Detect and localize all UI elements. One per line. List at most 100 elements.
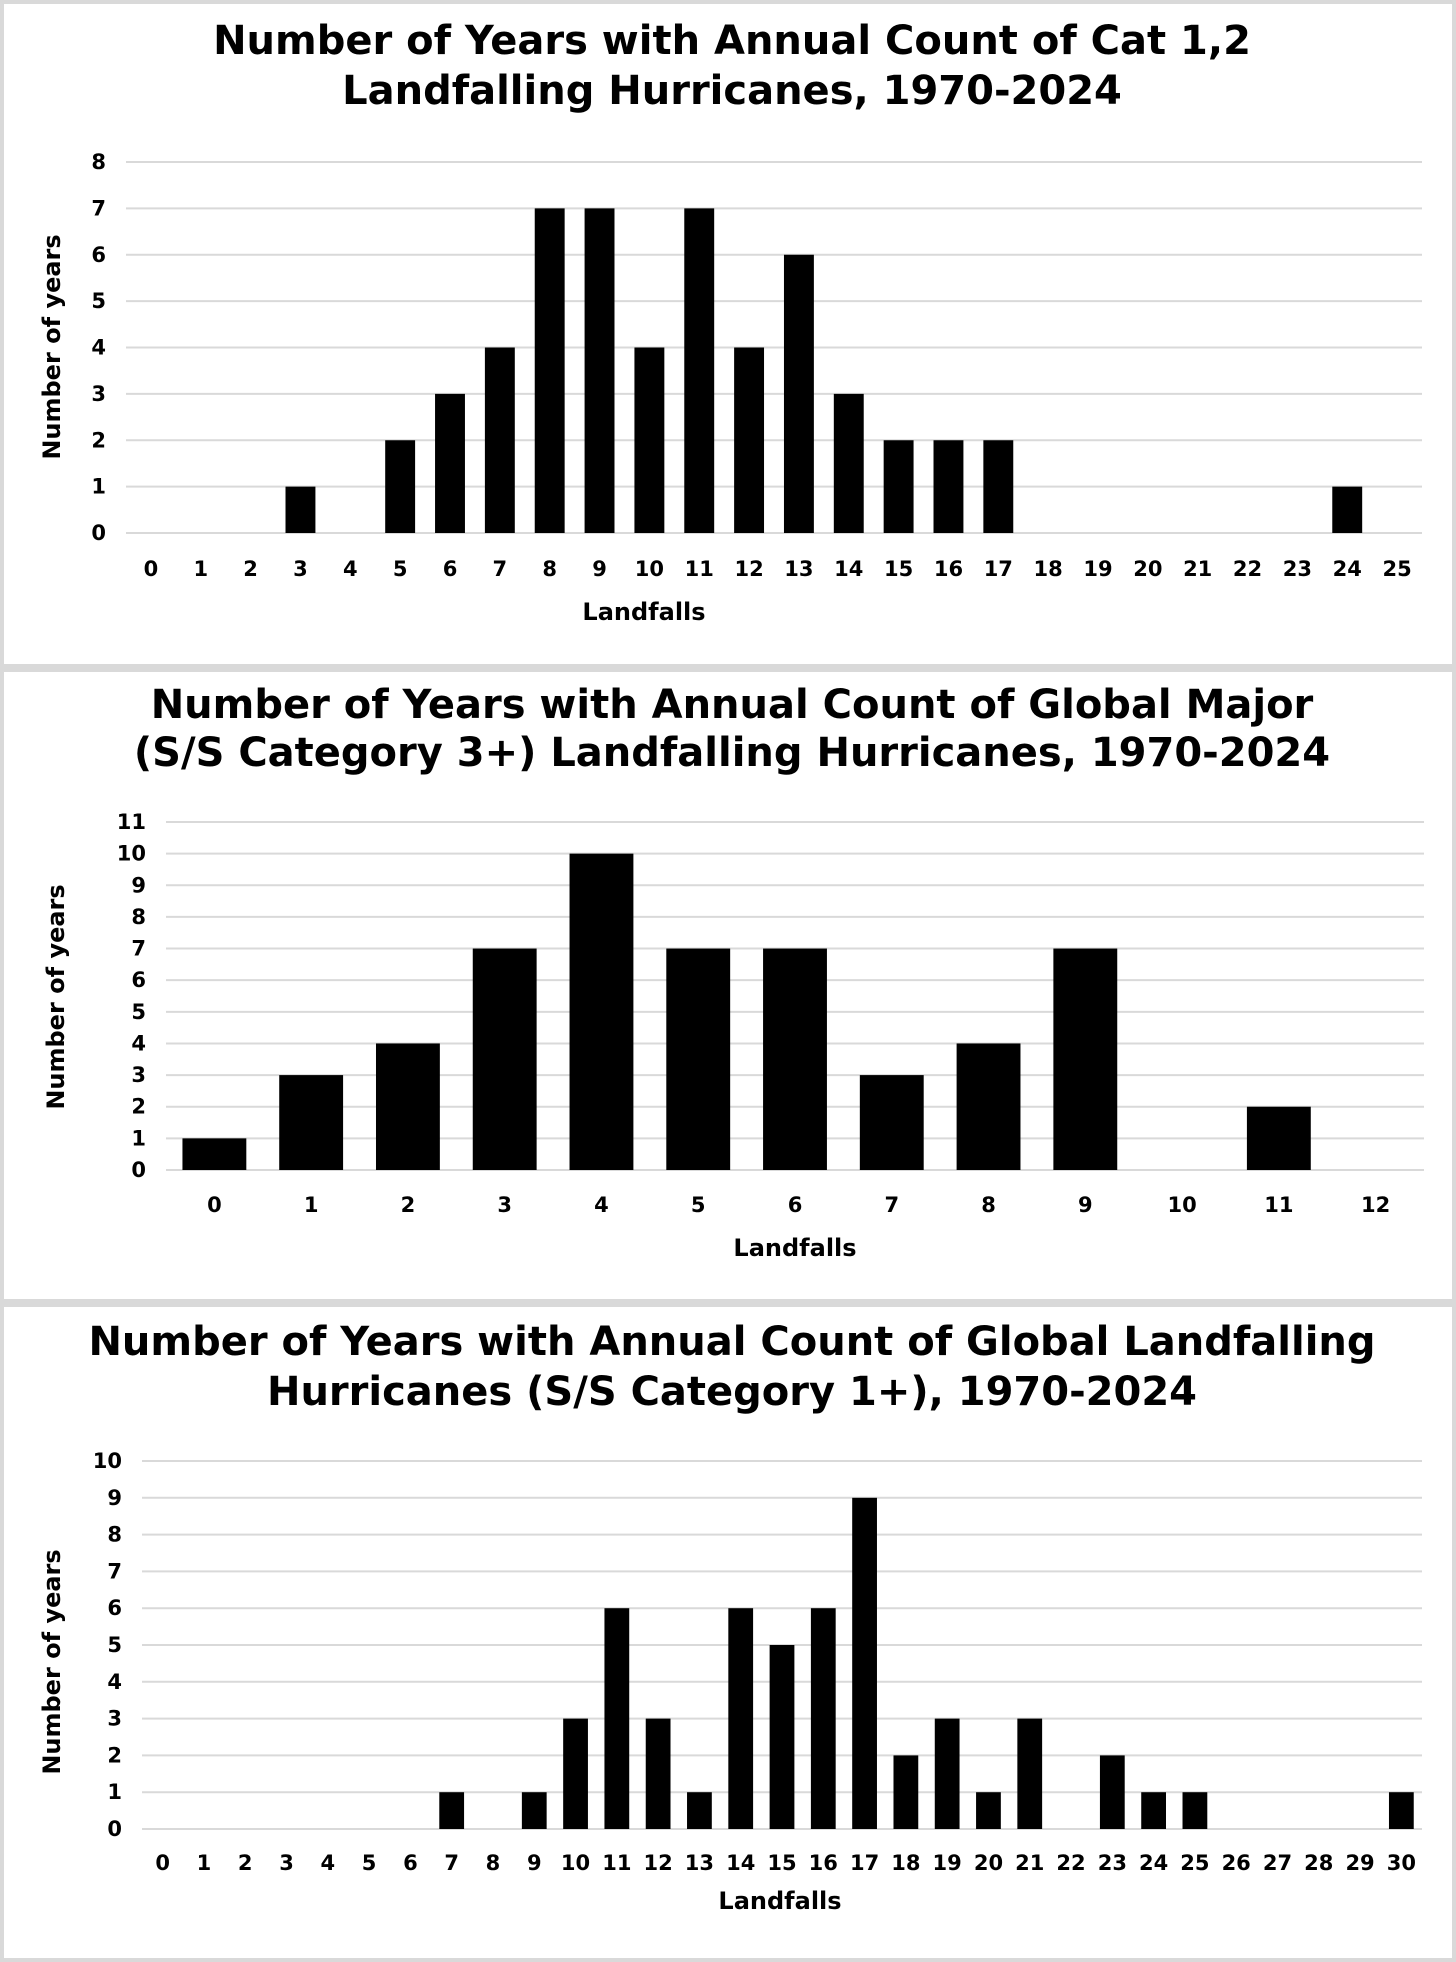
y-tick-label: 6: [131, 968, 146, 992]
x-tick-label: 28: [1304, 1851, 1333, 1875]
bar-14: [833, 393, 864, 533]
x-tick-label: 8: [542, 557, 557, 581]
x-axis-label: Landfalls: [733, 1234, 856, 1262]
x-tick-label: 25: [1180, 1851, 1209, 1875]
x-tick-label: 4: [320, 1851, 335, 1875]
y-tick-label: 1: [107, 1780, 122, 1804]
bar-5: [385, 440, 416, 533]
x-tick-label: 5: [691, 1193, 706, 1217]
chart-title-line-1: Number of Years with Annual Count of Glo…: [151, 682, 1314, 728]
x-tick-label: 9: [1078, 1193, 1093, 1217]
y-tick-label: 2: [131, 1095, 146, 1119]
bar-20: [976, 1792, 1001, 1829]
y-tick-label: 7: [91, 196, 106, 220]
y-tick-label: 9: [107, 1486, 122, 1510]
x-tick-label: 21: [1183, 557, 1212, 581]
x-tick-label: 0: [144, 557, 159, 581]
x-tick-label: 10: [561, 1851, 590, 1875]
y-tick-label: 10: [117, 842, 146, 866]
bar-7: [439, 1792, 465, 1829]
x-tick-label: 13: [685, 1851, 714, 1875]
y-tick-label: 0: [91, 521, 106, 545]
bar-2: [375, 1043, 440, 1170]
x-tick-label: 15: [884, 557, 913, 581]
y-tick-label: 4: [131, 1031, 146, 1055]
y-tick-label: 3: [107, 1707, 122, 1731]
x-tick-label: 16: [809, 1851, 838, 1875]
x-tick-label: 4: [343, 557, 358, 581]
bar-10: [634, 347, 665, 533]
bar-13: [687, 1792, 712, 1829]
chart-major: Number of Years with Annual Count of Glo…: [42, 682, 1424, 1262]
bar-6: [435, 393, 465, 533]
bar-25: [1182, 1792, 1208, 1829]
y-tick-label: 5: [131, 1000, 146, 1024]
chart-title-line-1: Number of Years with Annual Count of Cat…: [213, 18, 1251, 64]
x-tick-label: 9: [592, 557, 607, 581]
x-tick-label: 5: [362, 1851, 377, 1875]
x-tick-label: 23: [1283, 557, 1312, 581]
bar-19: [934, 1718, 960, 1829]
bar-9: [521, 1792, 547, 1829]
bar-17: [852, 1497, 877, 1829]
y-tick-label: 4: [91, 336, 106, 360]
chart-cat12: Number of Years with Annual Count of Cat…: [38, 18, 1422, 626]
x-tick-label: 2: [401, 1193, 416, 1217]
y-tick-label: 5: [91, 289, 106, 313]
x-tick-label: 6: [443, 557, 458, 581]
x-tick-label: 19: [933, 1851, 962, 1875]
bar-7: [484, 347, 515, 533]
bar-11: [604, 1608, 630, 1829]
x-tick-label: 12: [734, 557, 763, 581]
bar-21: [1017, 1718, 1043, 1829]
y-tick-label: 0: [131, 1158, 146, 1182]
bar-16: [810, 1608, 836, 1829]
x-tick-label: 18: [891, 1851, 920, 1875]
x-tick-label: 10: [1167, 1193, 1196, 1217]
y-tick-label: 10: [93, 1449, 122, 1473]
x-tick-label: 23: [1098, 1851, 1127, 1875]
chart-cat1plus: Number of Years with Annual Count of Glo…: [38, 1319, 1422, 1915]
x-tick-label: 9: [527, 1851, 542, 1875]
x-tick-label: 20: [1133, 557, 1162, 581]
bar-30: [1388, 1792, 1414, 1829]
bar-23: [1099, 1755, 1125, 1829]
x-tick-label: 7: [444, 1851, 459, 1875]
x-tick-label: 29: [1345, 1851, 1374, 1875]
chart-title-line-1: Number of Years with Annual Count of Glo…: [88, 1319, 1375, 1365]
y-tick-label: 1: [91, 475, 106, 499]
x-axis-label: Landfalls: [582, 598, 705, 626]
bar-15: [883, 440, 914, 533]
x-tick-label: 26: [1222, 1851, 1251, 1875]
x-tick-label: 2: [243, 557, 258, 581]
bar-11: [684, 208, 715, 533]
x-tick-label: 3: [497, 1193, 512, 1217]
x-tick-label: 6: [403, 1851, 418, 1875]
y-axis-label: Number of years: [38, 234, 66, 459]
x-tick-label: 18: [1034, 557, 1063, 581]
bar-16: [933, 440, 964, 533]
x-axis-label: Landfalls: [718, 1887, 841, 1915]
x-tick-label: 0: [155, 1851, 170, 1875]
y-tick-label: 8: [91, 150, 106, 174]
bar-9: [584, 208, 615, 533]
chart-title-line-2: Landfalling Hurricanes, 1970-2024: [342, 68, 1122, 114]
y-tick-label: 11: [117, 810, 146, 834]
x-tick-label: 11: [685, 557, 714, 581]
chart-panel-major: Number of Years with Annual Count of Glo…: [4, 672, 1452, 1299]
y-tick-label: 7: [131, 937, 146, 961]
x-tick-label: 1: [197, 1851, 212, 1875]
x-tick-label: 19: [1083, 557, 1112, 581]
y-tick-label: 6: [107, 1596, 122, 1620]
bar-1: [279, 1075, 344, 1170]
y-axis-label: Number of years: [42, 884, 70, 1109]
bar-9: [1053, 948, 1118, 1170]
chart-title-line-2: Hurricanes (S/S Category 1+), 1970-2024: [267, 1369, 1197, 1415]
bar-13: [783, 254, 814, 533]
x-tick-label: 14: [726, 1851, 755, 1875]
x-tick-label: 8: [981, 1193, 996, 1217]
bar-15: [769, 1645, 795, 1829]
bar-5: [666, 948, 731, 1170]
y-tick-label: 6: [91, 243, 106, 267]
x-tick-label: 13: [784, 557, 813, 581]
